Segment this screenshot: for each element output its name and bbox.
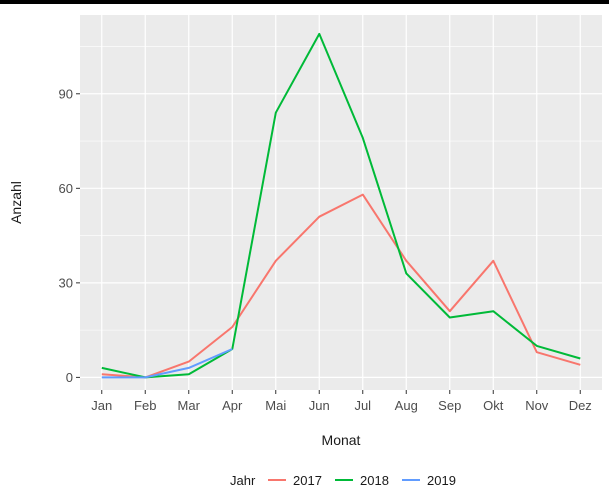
series-line-2017: [101, 193, 581, 379]
x-axis: Jan Feb Mar Apr Mai Jun Jul Aug Sep Okt Nov Dez: [91, 390, 592, 413]
x-tick-label: Dez: [569, 398, 592, 413]
x-tick-label: Jan: [91, 398, 112, 413]
y-tick-label: 60: [59, 181, 73, 196]
series-line-2018: [101, 32, 581, 379]
x-tick-label: Okt: [483, 398, 504, 413]
series-line-2019: [101, 348, 233, 379]
x-tick-label: Jun: [309, 398, 330, 413]
x-tick-label: Aug: [395, 398, 418, 413]
x-tick-label: Mai: [265, 398, 286, 413]
legend-items: 2017 2018 2019: [268, 473, 456, 488]
x-tick-label: Mar: [178, 398, 201, 413]
y-tick-label: 30: [59, 275, 73, 290]
legend-title: Jahr: [230, 473, 256, 488]
series-lines: [101, 32, 581, 379]
plot-panel: [80, 15, 602, 390]
x-tick-label: Nov: [525, 398, 549, 413]
legend-label-2019: 2019: [427, 473, 456, 488]
y-axis: 0 30 60 90: [59, 86, 80, 385]
y-tick-label: 0: [66, 370, 73, 385]
x-tick-label: Feb: [134, 398, 156, 413]
minor-gridlines: [80, 46, 602, 331]
y-axis-title: Anzahl: [8, 181, 24, 224]
y-tick-label: 90: [59, 86, 73, 101]
legend: Jahr 2017 2018 2019: [230, 473, 456, 488]
legend-label-2018: 2018: [360, 473, 389, 488]
x-tick-label: Sep: [438, 398, 461, 413]
x-tick-label: Jul: [354, 398, 371, 413]
legend-label-2017: 2017: [293, 473, 322, 488]
top-border: [0, 0, 609, 4]
x-axis-title: Monat: [322, 432, 361, 448]
x-tick-label: Apr: [222, 398, 243, 413]
major-gridlines: [80, 15, 602, 390]
